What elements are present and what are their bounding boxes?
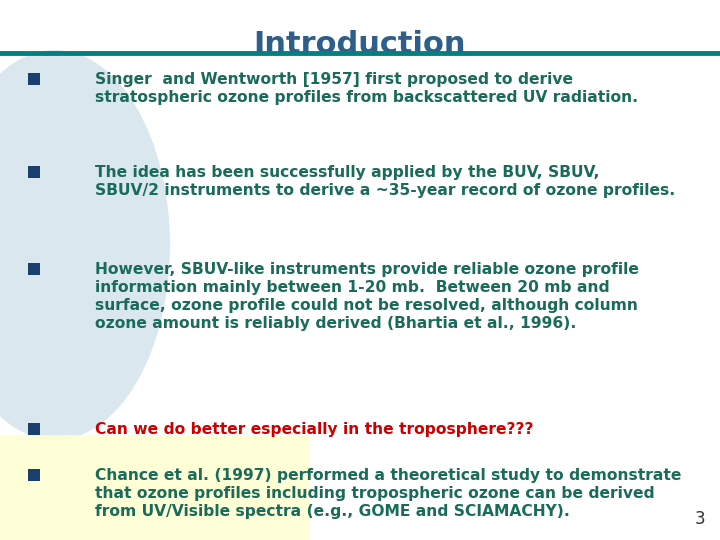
Text: Chance et al. (1997) performed a theoretical study to demonstrate: Chance et al. (1997) performed a theoret…: [95, 468, 681, 483]
Text: However, SBUV-like instruments provide reliable ozone profile: However, SBUV-like instruments provide r…: [95, 262, 639, 277]
Bar: [28, 423, 40, 435]
Bar: [28, 469, 40, 481]
Text: stratospheric ozone profiles from backscattered UV radiation.: stratospheric ozone profiles from backsc…: [95, 90, 638, 105]
Bar: [28, 73, 40, 85]
Text: SBUV/2 instruments to derive a ~35-year record of ozone profiles.: SBUV/2 instruments to derive a ~35-year …: [95, 183, 675, 198]
Text: The idea has been successfully applied by the BUV, SBUV,: The idea has been successfully applied b…: [95, 165, 600, 180]
Bar: [0, 435, 310, 540]
Text: ozone amount is reliably derived (Bhartia et al., 1996).: ozone amount is reliably derived (Bharti…: [95, 316, 577, 331]
Text: information mainly between 1-20 mb.  Between 20 mb and: information mainly between 1-20 mb. Betw…: [95, 280, 610, 295]
Text: Singer  and Wentworth [1957] first proposed to derive: Singer and Wentworth [1957] first propos…: [95, 72, 573, 87]
Bar: [28, 263, 40, 275]
Text: that ozone profiles including tropospheric ozone can be derived: that ozone profiles including tropospher…: [95, 486, 654, 501]
Text: Introduction: Introduction: [253, 30, 467, 59]
Ellipse shape: [0, 50, 170, 440]
Text: 3: 3: [694, 510, 705, 528]
Text: Can we do better especially in the troposphere???: Can we do better especially in the tropo…: [95, 422, 534, 437]
Text: from UV/Visible spectra (e.g., GOME and SCIAMACHY).: from UV/Visible spectra (e.g., GOME and …: [95, 504, 570, 519]
Bar: [28, 166, 40, 178]
Text: surface, ozone profile could not be resolved, although column: surface, ozone profile could not be reso…: [95, 298, 638, 313]
